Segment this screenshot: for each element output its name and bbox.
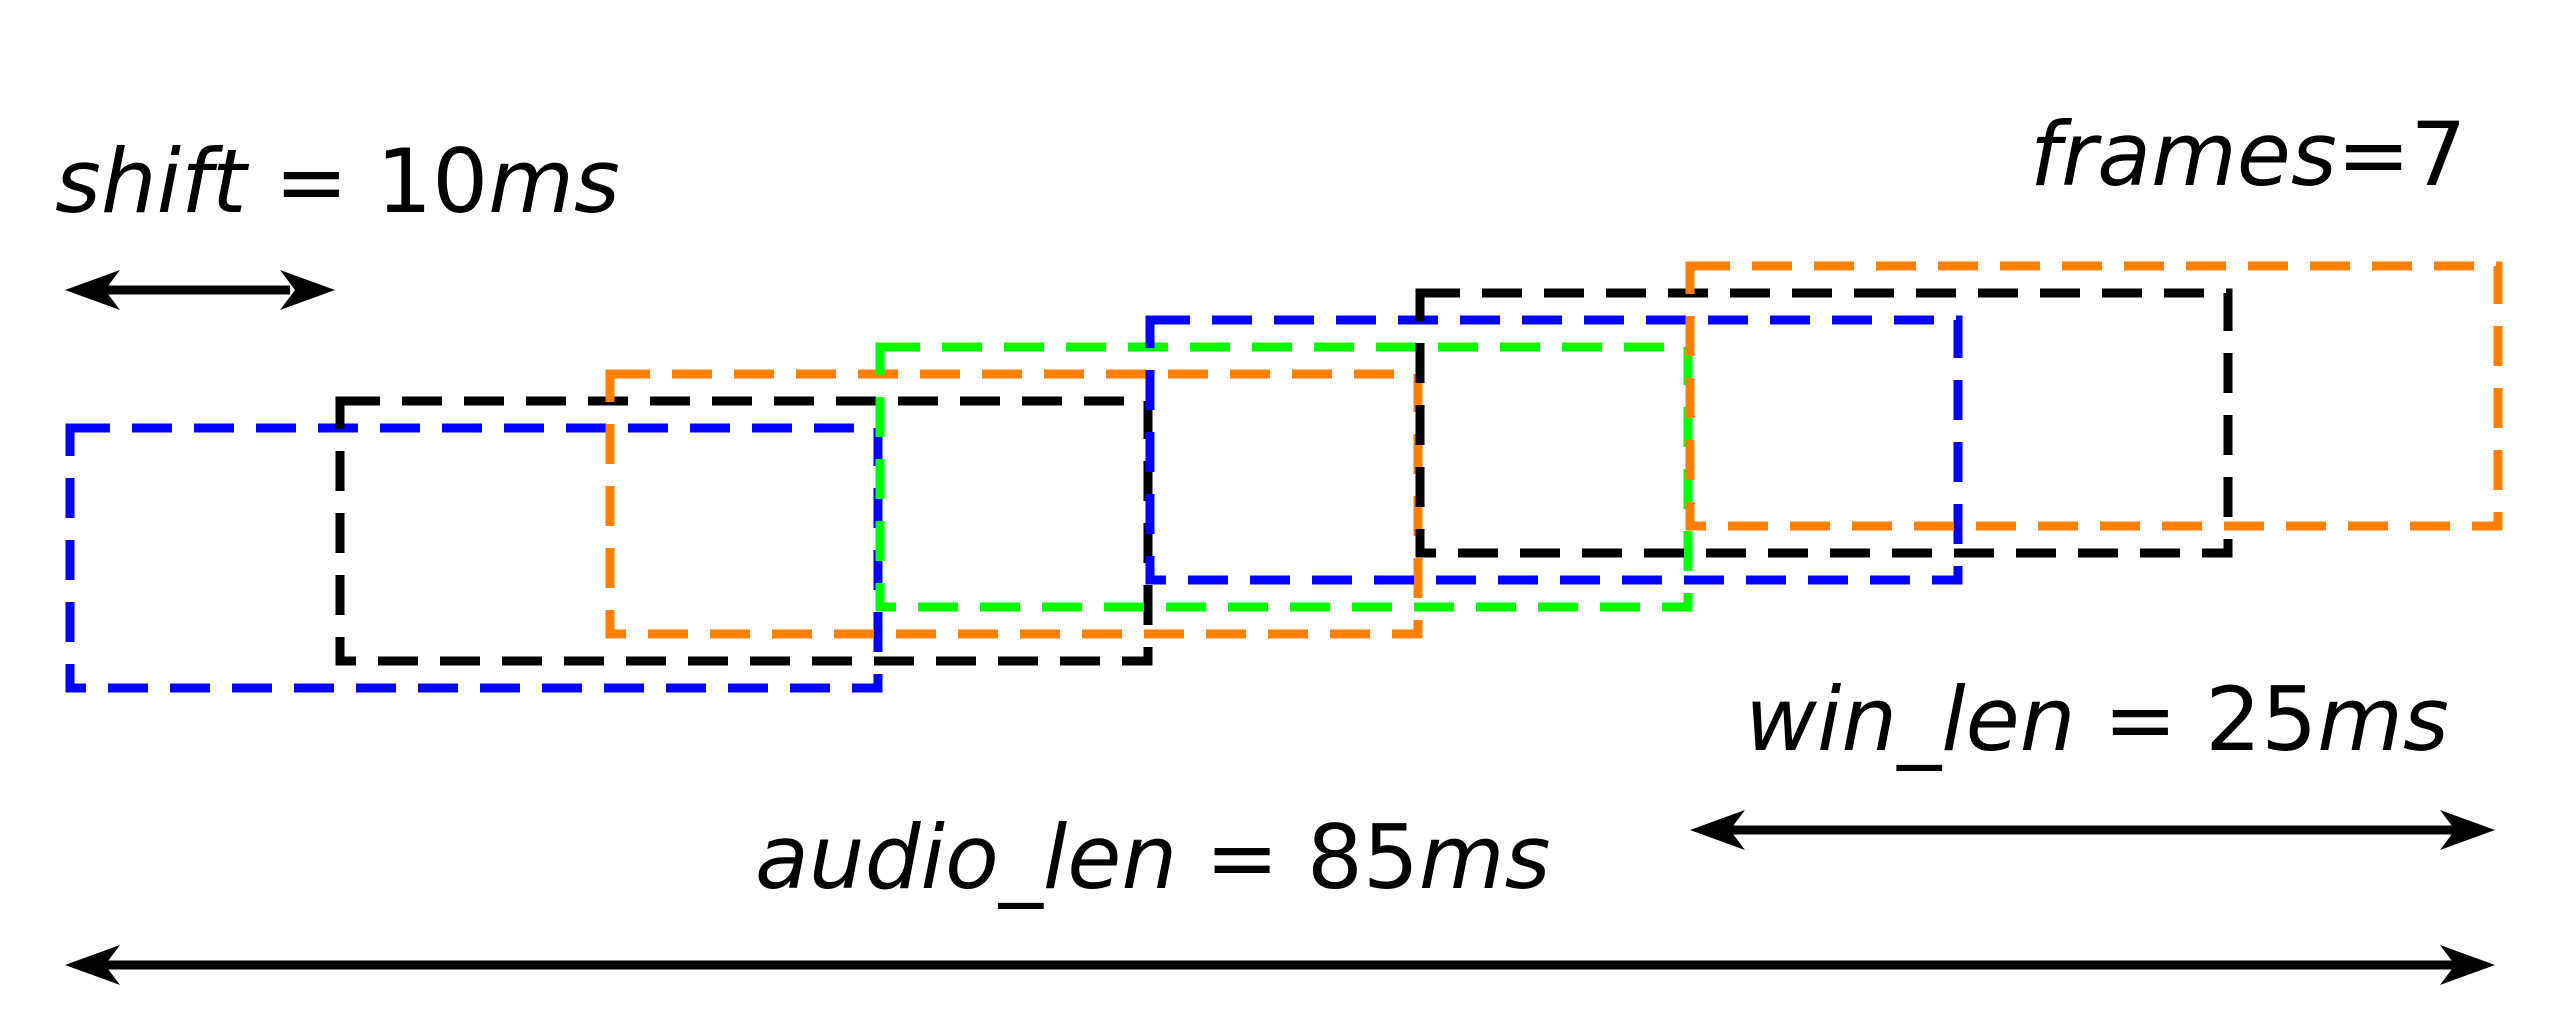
frame-6-box — [1415, 288, 2233, 558]
audio-len-arrow — [65, 945, 2495, 985]
shift-label: shift = 10ms — [55, 130, 620, 233]
frame-2-box — [335, 396, 1153, 666]
shift-arrow — [65, 270, 335, 310]
frame-1-box — [65, 423, 883, 693]
win-len-label: win_len = 25ms — [1745, 668, 2449, 771]
frame-3-box — [605, 369, 1423, 639]
frames-group — [65, 261, 2503, 693]
frames-label: frames=7 — [2030, 103, 2467, 206]
win-len-arrow — [1690, 810, 2495, 850]
frame-5-box — [1145, 315, 1963, 585]
frame-4-box — [875, 342, 1693, 612]
frame-7-box — [1685, 261, 2503, 531]
audio-len-label: audio_len = 85ms — [755, 806, 1550, 909]
